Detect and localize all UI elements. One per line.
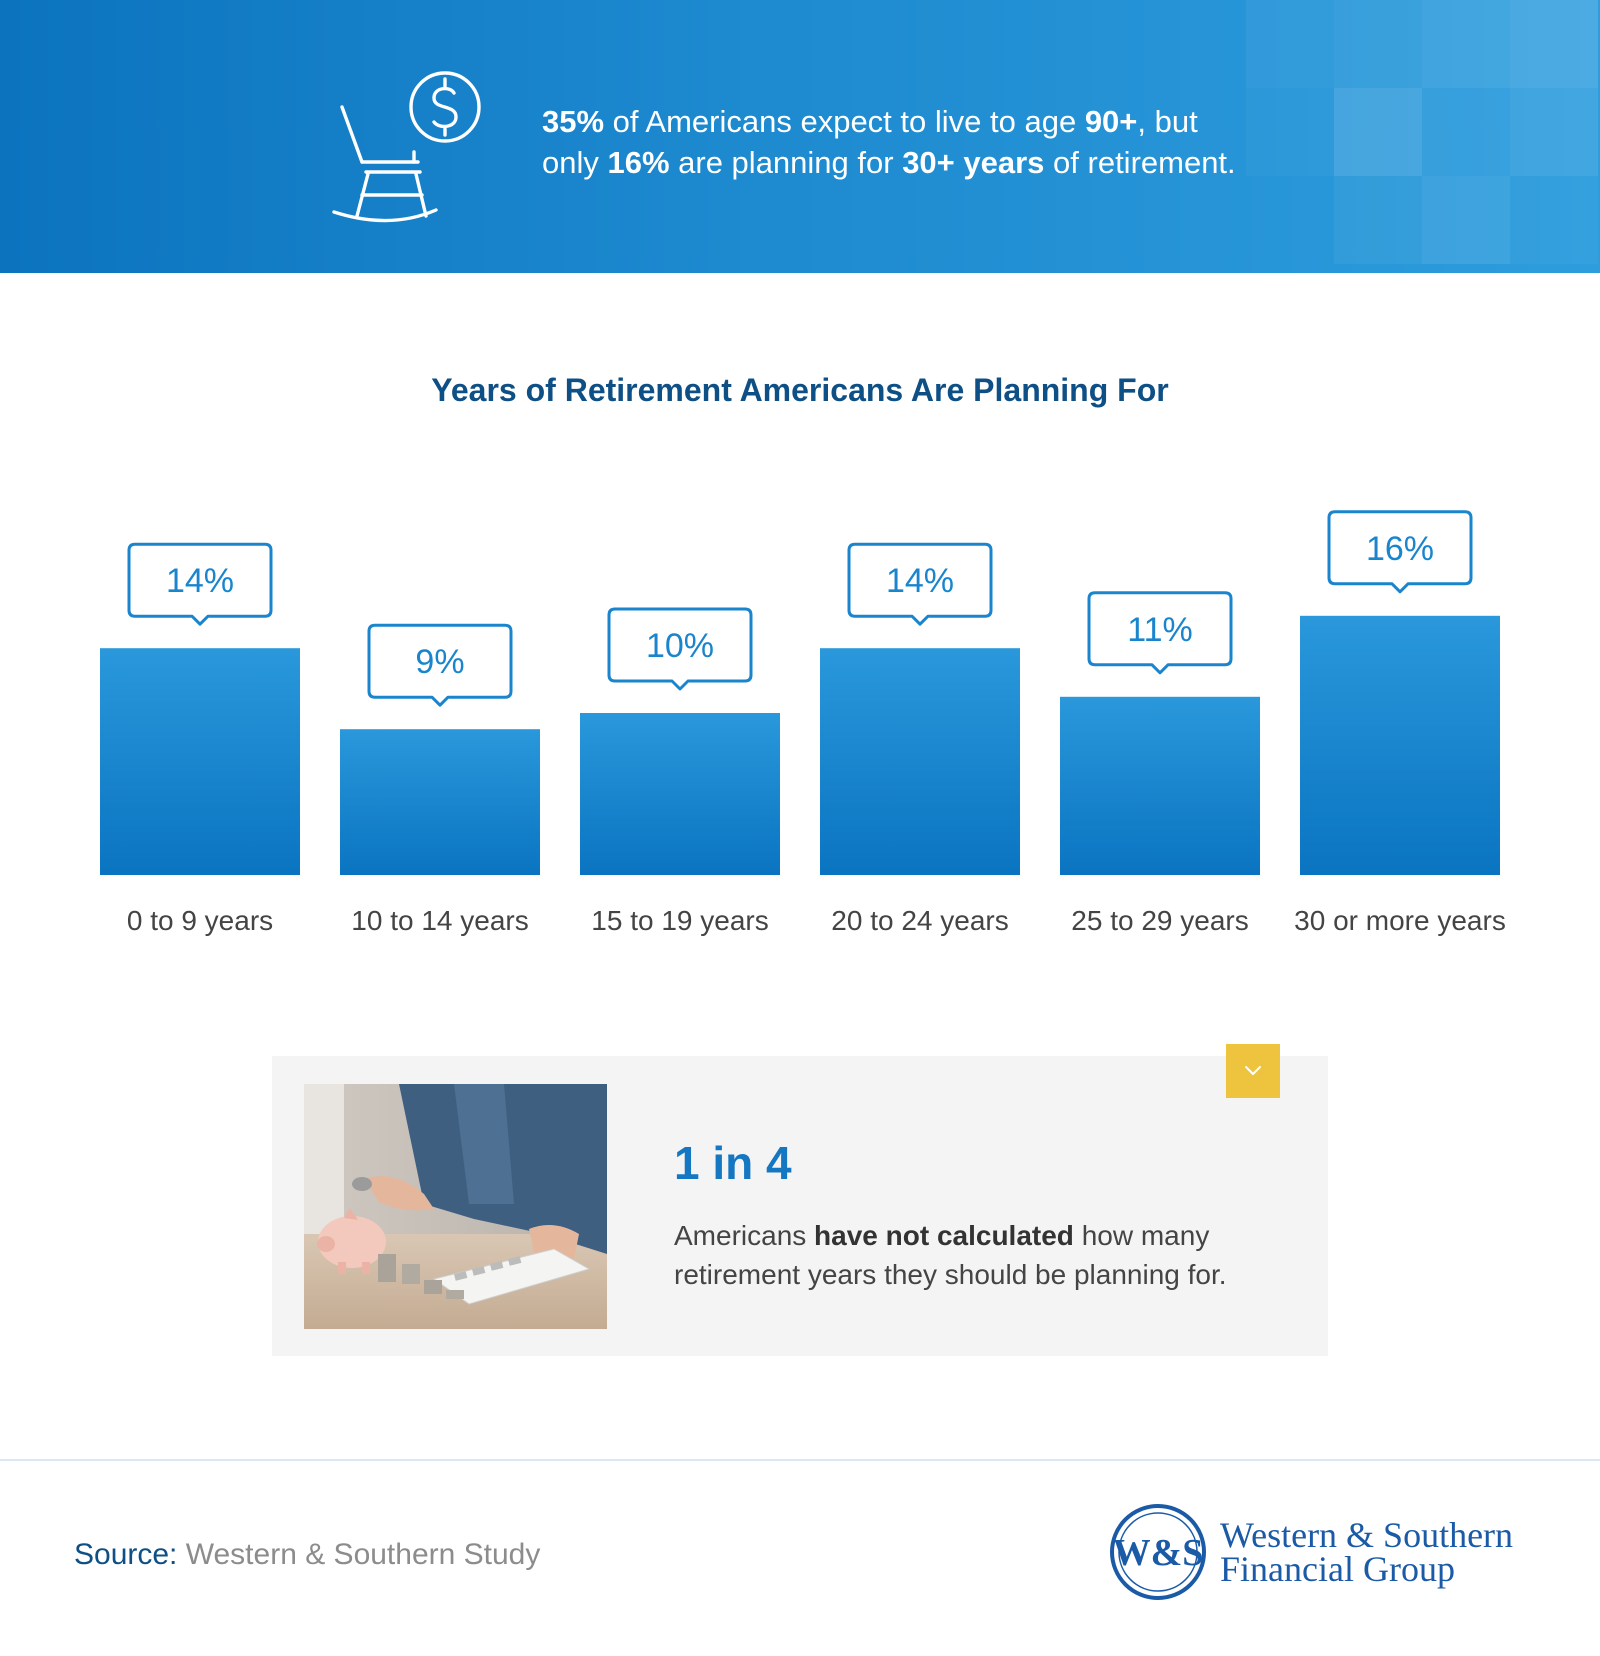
source-value: Western & Southern Study — [177, 1538, 541, 1571]
category-label: 30 or more years — [1294, 905, 1506, 936]
bar-chart: 14% 0 to 9 years 9% 10 to 14 years 10% 15 to … — [100, 510, 1506, 936]
rocking-chair-dollar-icon — [332, 71, 481, 223]
data-label-bubble — [607, 607, 753, 691]
data-label: 10% — [646, 627, 714, 665]
stat-text-part: how many retirement years they should be… — [674, 1220, 1227, 1290]
stat-age-90: 90+ — [1084, 104, 1138, 139]
bar — [820, 648, 1020, 875]
data-label: 9% — [415, 643, 464, 681]
category-label: 20 to 24 years — [831, 905, 1008, 936]
decorative-tile — [1334, 176, 1422, 264]
decorative-tile — [1510, 0, 1598, 88]
banner-text-part: only — [542, 145, 608, 180]
chart-title: Years of Retirement Americans Are Planni… — [431, 372, 1169, 408]
category-label: 25 to 29 years — [1071, 905, 1248, 936]
bar — [1060, 696, 1260, 875]
footer-divider — [0, 1459, 1600, 1461]
bar — [580, 713, 780, 875]
stat-text-part: Americans — [674, 1220, 815, 1251]
decorative-tile — [1510, 88, 1598, 176]
category-label: 0 to 9 years — [127, 905, 273, 936]
data-label: 11% — [1127, 611, 1193, 649]
data-label: 14% — [886, 562, 954, 600]
piggy-bank-calculator-photo — [304, 1084, 607, 1329]
decorative-tile — [1422, 88, 1510, 176]
category-label: 10 to 14 years — [351, 905, 528, 936]
decorative-tile — [1334, 0, 1422, 88]
stat-30-years: 30+ years — [902, 145, 1045, 180]
stat-35-percent: 35% — [542, 104, 605, 139]
decorative-tile — [1334, 88, 1422, 176]
logo-wordmark: Western & Southern Financial Group — [1220, 1515, 1514, 1589]
data-label-bubble — [367, 623, 513, 707]
banner-text-part: of retirement. — [1044, 145, 1236, 180]
banner-text-part: are planning for — [669, 145, 903, 180]
company-logo: W&S Western & Southern Financial Group — [1108, 1500, 1528, 1610]
chevron-down-icon[interactable] — [1226, 1044, 1280, 1098]
decorative-tile — [1246, 0, 1334, 88]
bar — [1300, 615, 1500, 875]
data-label-bubble — [127, 542, 273, 626]
decorative-tile — [1422, 0, 1510, 88]
logo-line-2: Financial Group — [1220, 1549, 1455, 1589]
banner-text-part: of Americans expect to live to age — [604, 104, 1085, 139]
svg-text:W&S: W&S — [1113, 1532, 1204, 1574]
data-label-bubble — [1327, 510, 1473, 594]
category-label: 15 to 19 years — [591, 905, 768, 936]
logo-mark: W&S — [1110, 1504, 1206, 1600]
bar — [340, 729, 540, 875]
header-banner: 35% of Americans expect to live to age 9… — [0, 0, 1600, 273]
info-card: 1 in 4 Americans have not calculated how… — [272, 1044, 1328, 1356]
decorative-tile — [1510, 176, 1598, 264]
decorative-tile — [1422, 176, 1510, 264]
data-label: 14% — [166, 562, 234, 600]
source-label: Source: — [74, 1538, 178, 1571]
data-label: 16% — [1366, 530, 1434, 568]
stat-description: Americans have not calculated how many r… — [674, 1216, 1294, 1294]
stat-16-percent: 16% — [607, 145, 670, 180]
logo-line-1: Western & Southern — [1220, 1515, 1514, 1555]
bar — [100, 648, 300, 875]
stat-text-bold: have not calculated — [814, 1220, 1074, 1251]
banner-text-part: , but — [1137, 104, 1198, 139]
banner-headline: 35% of Americans expect to live to age 9… — [542, 101, 1342, 183]
data-label-bubble — [847, 542, 993, 626]
source-citation: Source: Western & Southern Study — [74, 1538, 540, 1572]
data-label-bubble — [1087, 591, 1233, 675]
stat-one-in-four: 1 in 4 — [674, 1137, 792, 1189]
